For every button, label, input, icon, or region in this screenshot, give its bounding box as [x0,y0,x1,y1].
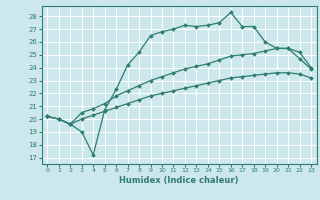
X-axis label: Humidex (Indice chaleur): Humidex (Indice chaleur) [119,176,239,185]
